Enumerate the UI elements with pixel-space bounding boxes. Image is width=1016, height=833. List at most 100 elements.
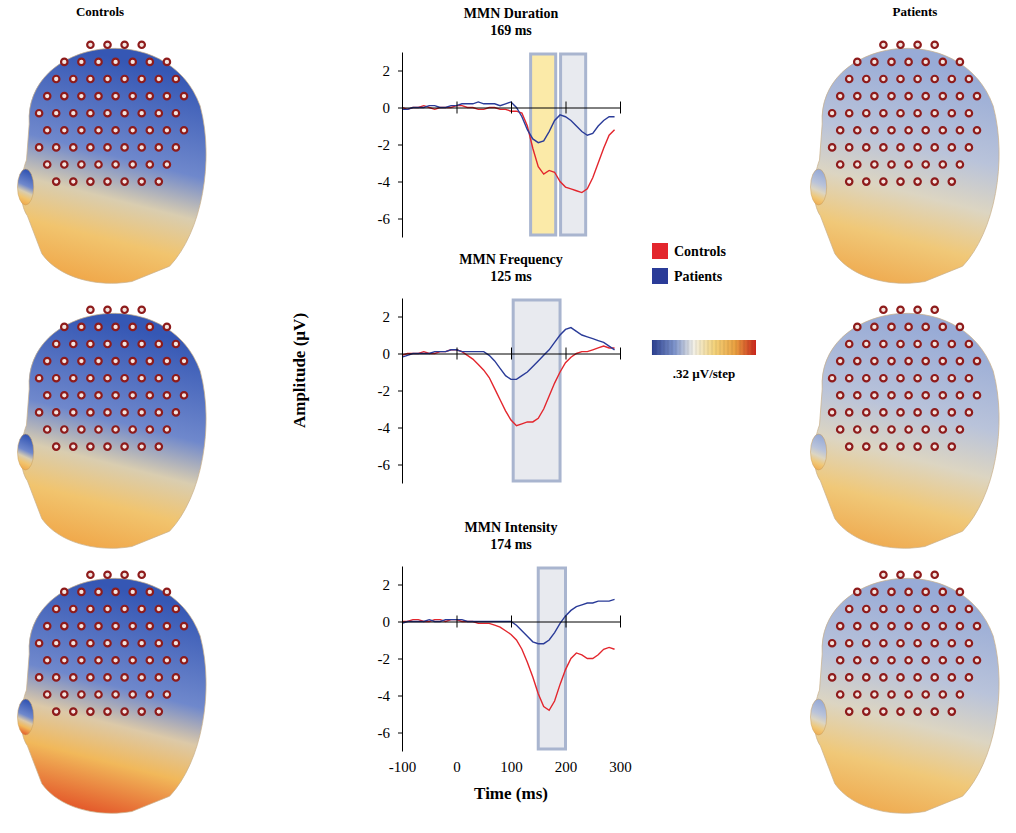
electrode (44, 623, 50, 629)
colorbar-step (704, 340, 705, 355)
electrode (957, 59, 963, 65)
electrode (922, 161, 928, 167)
electrode (905, 426, 911, 432)
colorbar-step (688, 340, 689, 355)
x-tick-mark (620, 348, 621, 360)
x-tick (457, 616, 458, 628)
colorbar-step (712, 340, 713, 355)
electrode (854, 324, 860, 330)
electrode (78, 589, 84, 595)
electrode (957, 324, 963, 330)
legend-swatch (652, 268, 668, 284)
electrode (129, 691, 135, 697)
electrode (53, 375, 59, 381)
electrode (61, 59, 67, 65)
electrode (897, 178, 903, 184)
electrode (147, 161, 153, 167)
electrode (147, 127, 153, 133)
electrode (949, 341, 955, 347)
electrode (121, 307, 127, 313)
electrode (914, 674, 920, 680)
electrode (854, 59, 860, 65)
y-axis-line (402, 53, 403, 238)
electrode (44, 392, 50, 398)
electrode (156, 178, 162, 184)
electrode (164, 93, 170, 99)
electrode (871, 657, 877, 663)
electrode (147, 392, 153, 398)
column-title: Controls (76, 4, 124, 19)
electrode (931, 144, 937, 150)
electrode (138, 409, 144, 415)
electrode (888, 657, 894, 663)
series-line (402, 106, 615, 193)
electrode (112, 589, 118, 595)
colorbar-step (664, 340, 665, 355)
electrode (95, 691, 101, 697)
x-tick (511, 348, 512, 360)
analysis-window (513, 300, 560, 481)
electrode (156, 110, 162, 116)
electrode (888, 392, 894, 398)
colorbar-step (724, 340, 725, 355)
electrode (880, 42, 886, 48)
electrode (53, 708, 59, 714)
electrode (871, 691, 877, 697)
x-tick (566, 102, 567, 114)
electrode (905, 691, 911, 697)
y-tick: -6 (378, 211, 403, 227)
y-axis-line (402, 567, 403, 752)
electrode (905, 589, 911, 595)
electrode (897, 42, 903, 48)
electrode (78, 59, 84, 65)
electrode (957, 161, 963, 167)
electrode (931, 178, 937, 184)
electrode (863, 674, 869, 680)
electrode (70, 409, 76, 415)
electrode (61, 93, 67, 99)
electrode (940, 127, 946, 133)
electrode (104, 640, 110, 646)
x-tick (620, 616, 621, 628)
legend-label: Patients (674, 269, 723, 284)
x-tick: 0 (453, 759, 461, 775)
electrode (173, 640, 179, 646)
electrode (829, 144, 835, 150)
electrode (871, 358, 877, 364)
y-tick-mark (398, 71, 402, 72)
x-tick-mark (566, 102, 567, 114)
series-line (402, 346, 615, 426)
electrode (863, 110, 869, 116)
electrode (78, 127, 84, 133)
electrode (95, 127, 101, 133)
electrode (854, 358, 860, 364)
electrode (863, 375, 869, 381)
electrode (905, 358, 911, 364)
electrode (888, 426, 894, 432)
y-tick-mark (398, 219, 402, 220)
y-axis: 20-2-4-6 (378, 567, 403, 752)
electrode (854, 657, 860, 663)
electrode (156, 409, 162, 415)
electrode (940, 324, 946, 330)
electrode (829, 110, 835, 116)
electrode (897, 640, 903, 646)
electrode (112, 657, 118, 663)
electrode (854, 426, 860, 432)
x-tick (620, 102, 621, 114)
y-axis-line (402, 299, 403, 484)
electrode (940, 426, 946, 432)
legend-swatch (652, 243, 668, 259)
electrode (53, 674, 59, 680)
electrode (914, 76, 920, 82)
electrode (871, 426, 877, 432)
electrode (846, 708, 852, 714)
x-axis (403, 348, 621, 360)
y-tick: -2 (378, 137, 403, 153)
x-tick-mark (511, 348, 512, 360)
electrode (974, 358, 980, 364)
electrode (44, 657, 50, 663)
electrode (846, 606, 852, 612)
chart-subtitle: 125 ms (490, 269, 532, 284)
electrode (846, 640, 852, 646)
